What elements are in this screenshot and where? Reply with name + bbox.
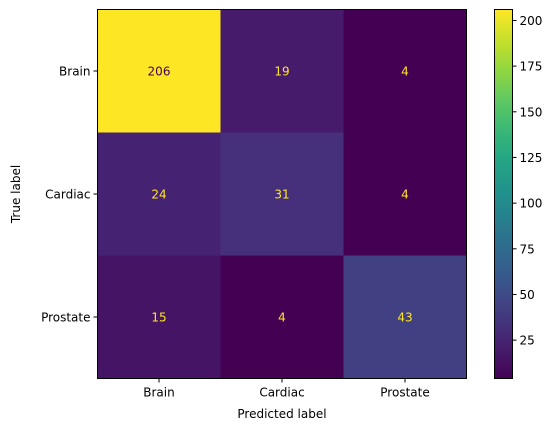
y-axis: Brain Cardiac Prostate — [41, 65, 98, 325]
cell-value-label: 31 — [274, 188, 289, 202]
heatmap-cell — [220, 255, 344, 379]
x-axis-label: Predicted label — [237, 407, 326, 421]
cell-annotations: 206 19 4 24 31 4 15 4 43 — [148, 65, 413, 325]
cell-value-label: 4 — [401, 188, 409, 202]
cell-value-label: 4 — [278, 311, 286, 325]
heatmap-cell — [343, 132, 467, 256]
heatmap-cell — [97, 255, 221, 379]
cell-value-label: 24 — [151, 188, 166, 202]
x-tick-label: Cardiac — [259, 386, 304, 400]
heatmap-cell — [343, 255, 467, 379]
colorbar-tick-label: 150 — [520, 105, 543, 119]
heatmap-cell — [220, 9, 344, 133]
colorbar-tick-label: 200 — [520, 14, 543, 28]
colorbar-ticks: 25 50 75 100 125 150 175 200 — [512, 14, 543, 348]
heatmap-cell — [97, 9, 221, 133]
colorbar-tick-label: 100 — [520, 197, 543, 211]
x-axis: Brain Cardiac Prostate — [143, 378, 430, 400]
cell-value-label: 15 — [151, 311, 166, 325]
cell-value-label: 206 — [148, 65, 171, 79]
heatmap-cell — [220, 132, 344, 256]
colorbar-tick-label: 25 — [520, 334, 535, 348]
cell-value-label: 4 — [401, 65, 409, 79]
heatmap-cell — [343, 9, 467, 133]
cell-value-label: 19 — [274, 65, 289, 79]
heatmap-cell — [97, 132, 221, 256]
heatmap-cells — [97, 9, 467, 379]
y-tick-label: Prostate — [41, 311, 90, 325]
y-tick-label: Brain — [59, 65, 90, 79]
y-axis-label: True label — [9, 165, 23, 224]
colorbar — [494, 9, 513, 379]
x-tick-label: Brain — [143, 386, 174, 400]
cell-value-label: 43 — [397, 311, 412, 325]
colorbar-tick-label: 175 — [520, 60, 543, 74]
y-tick-label: Cardiac — [45, 188, 90, 202]
colorbar-tick-label: 75 — [520, 242, 535, 256]
colorbar-tick-label: 50 — [520, 288, 535, 302]
colorbar-tick-label: 125 — [520, 151, 543, 165]
x-tick-label: Prostate — [380, 386, 429, 400]
